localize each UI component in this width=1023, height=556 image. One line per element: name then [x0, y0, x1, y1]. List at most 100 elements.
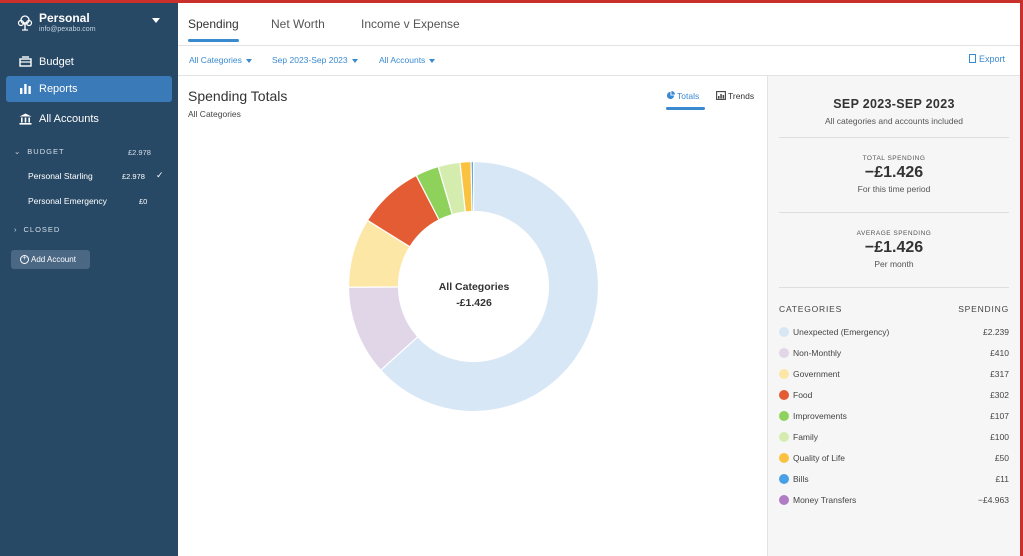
- category-color-dot: [779, 495, 789, 505]
- category-color-dot: [779, 327, 789, 337]
- donut-center-title: All Categories: [438, 281, 510, 293]
- export-button[interactable]: Export: [969, 54, 1005, 64]
- budget-name: Personal: [39, 11, 90, 25]
- tree-logo-icon: [17, 15, 33, 31]
- spending-donut-chart[interactable]: [348, 161, 599, 412]
- summary-range: SEP 2023-SEP 2023: [833, 97, 955, 111]
- donut-center-value: -£1.426: [456, 297, 492, 309]
- nav-reports[interactable]: Reports: [6, 76, 172, 102]
- summary-panel: SEP 2023-SEP 2023 All categories and acc…: [768, 76, 1020, 556]
- active-tab-indicator: [188, 39, 239, 42]
- panel-divider: [767, 76, 768, 556]
- budget-section-balance: £2.978: [128, 148, 151, 157]
- caret-down-icon: [429, 58, 436, 63]
- category-amount: −£4.963: [978, 495, 1009, 505]
- category-amount: £410: [990, 348, 1009, 358]
- trends-toggle[interactable]: Trends: [716, 91, 754, 101]
- category-row[interactable]: Non-Monthly £410: [779, 346, 1009, 362]
- add-account-button[interactable]: + Add Account: [11, 250, 90, 269]
- category-name: Improvements: [793, 411, 847, 421]
- donut-slice[interactable]: [379, 161, 599, 412]
- category-name: Unexpected (Emergency): [793, 327, 890, 337]
- nav-all-accounts[interactable]: All Accounts: [6, 106, 172, 132]
- export-label: Export: [979, 54, 1006, 64]
- category-row[interactable]: Family £100: [779, 430, 1009, 446]
- nav-budget[interactable]: Budget: [6, 49, 172, 75]
- category-row[interactable]: Money Transfers −£4.963: [779, 493, 1009, 509]
- chart-title: Spending Totals: [188, 88, 288, 104]
- bank-icon: [19, 113, 32, 125]
- category-row[interactable]: Quality of Life £50: [779, 451, 1009, 467]
- category-color-dot: [779, 432, 789, 442]
- divider: [779, 212, 1009, 213]
- donut-slice[interactable]: [470, 161, 475, 213]
- pie-chart-icon: [666, 91, 675, 100]
- caret-down-icon: [351, 58, 358, 63]
- category-row[interactable]: Government £317: [779, 367, 1009, 383]
- summary-range-subtitle: All categories and accounts included: [825, 116, 963, 126]
- category-filter[interactable]: All Categories: [189, 55, 252, 65]
- category-color-dot: [779, 369, 789, 379]
- average-spending-subtitle: Per month: [874, 259, 914, 269]
- category-color-dot: [779, 474, 789, 484]
- category-amount: £302: [990, 390, 1009, 400]
- budget-switcher[interactable]: Personal info@pexabo.com: [0, 3, 178, 43]
- categories-column-header: CATEGORIES: [779, 304, 843, 314]
- image-chart-icon: [716, 91, 726, 100]
- total-spending-value: −£1.426: [864, 164, 924, 181]
- nav-all-accounts-label: All Accounts: [39, 113, 99, 125]
- category-color-dot: [779, 348, 789, 358]
- category-color-dot: [779, 390, 789, 400]
- chevron-down-icon: ⌄: [14, 147, 22, 156]
- account-personal-starling[interactable]: Personal Starling: [28, 171, 93, 181]
- spending-column-header: SPENDING: [958, 304, 1009, 314]
- average-spending-label: AVERAGE SPENDING: [856, 230, 932, 237]
- category-amount: £2.239: [983, 327, 1009, 337]
- category-row[interactable]: Improvements £107: [779, 409, 1009, 425]
- report-tabs: Spending Net Worth Income v Expense: [178, 3, 1020, 46]
- chevron-down-icon[interactable]: [152, 18, 160, 23]
- budget-section-label: BUDGET: [27, 147, 65, 156]
- caret-down-icon: [245, 58, 252, 63]
- trends-label: Trends: [728, 91, 755, 101]
- nav-budget-label: Budget: [39, 56, 74, 68]
- category-filter-label: All Categories: [189, 55, 242, 65]
- closed-section-header[interactable]: › CLOSED: [14, 225, 60, 234]
- account-balance: £2.978: [122, 172, 145, 181]
- category-amount: £100: [990, 432, 1009, 442]
- closed-section-label: CLOSED: [23, 225, 61, 234]
- sidebar: Personal info@pexabo.com Budget Reports …: [0, 3, 178, 556]
- category-row[interactable]: Food £302: [779, 388, 1009, 404]
- category-name: Food: [793, 390, 813, 400]
- category-amount: £11: [995, 474, 1009, 484]
- category-row[interactable]: Bills £11: [779, 472, 1009, 488]
- totals-toggle[interactable]: Totals: [666, 91, 699, 101]
- tab-net-worth[interactable]: Net Worth: [271, 17, 325, 31]
- budget-icon: [19, 56, 32, 67]
- plus-circle-icon: +: [20, 255, 29, 264]
- budget-section-header[interactable]: ⌄ BUDGET: [14, 147, 65, 156]
- date-range-filter[interactable]: Sep 2023-Sep 2023: [272, 55, 358, 65]
- category-amount: £50: [994, 453, 1009, 463]
- check-icon: ✓: [156, 170, 164, 180]
- account-filter[interactable]: All Accounts: [379, 55, 436, 65]
- tab-spending[interactable]: Spending: [188, 17, 239, 31]
- divider: [779, 137, 1009, 138]
- category-name: Money Transfers: [793, 495, 857, 505]
- category-color-dot: [779, 411, 789, 421]
- average-spending-value: −£1.426: [864, 239, 924, 256]
- window-right-border: [1020, 0, 1023, 556]
- category-name: Family: [793, 432, 819, 442]
- category-name: Government: [793, 369, 840, 379]
- chevron-right-icon: ›: [14, 225, 18, 234]
- total-spending-subtitle: For this time period: [857, 184, 931, 194]
- category-amount: £107: [990, 411, 1009, 421]
- account-personal-emergency[interactable]: Personal Emergency: [28, 196, 107, 206]
- account-filter-label: All Accounts: [379, 55, 426, 65]
- tab-income-v-expense[interactable]: Income v Expense: [361, 17, 460, 31]
- add-account-label: Add Account: [31, 255, 76, 264]
- category-row[interactable]: Unexpected (Emergency) £2.239: [779, 325, 1009, 341]
- category-color-dot: [779, 453, 789, 463]
- total-spending-label: TOTAL SPENDING: [862, 155, 926, 162]
- chart-subtitle: All Categories: [188, 109, 241, 119]
